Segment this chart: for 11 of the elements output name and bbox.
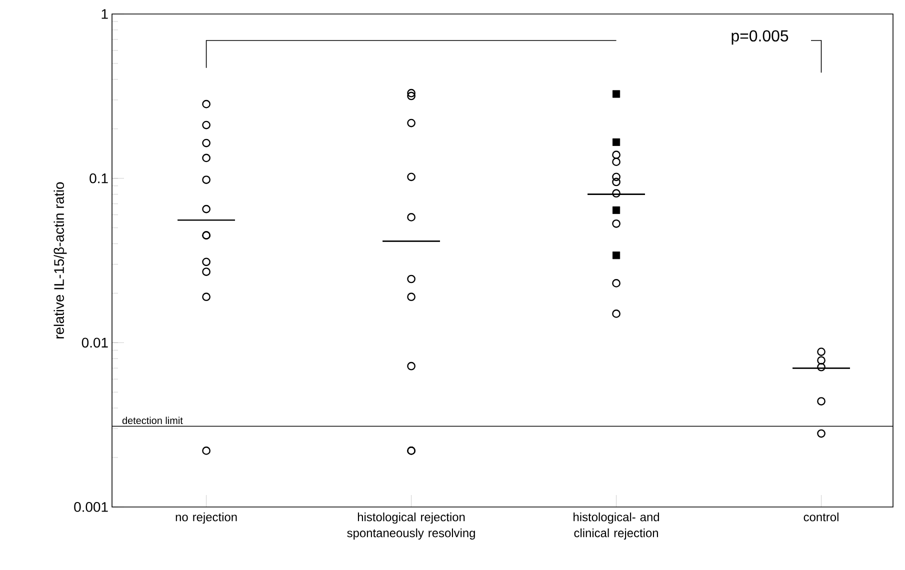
y-axis-title: relative IL-15/β-actin ratio: [54, 182, 67, 338]
y-tick-label: 0.01: [82, 338, 108, 348]
annotation: p=0.005: [732, 30, 788, 45]
ref-line-label: detection limit: [122, 416, 183, 424]
y-tick-label: 0.1: [90, 173, 108, 184]
y-tick-label: 1: [102, 9, 108, 19]
x-tick-label: histological- and clinical rejection: [574, 512, 660, 540]
x-tick-label: no rejection: [176, 512, 237, 524]
x-tick-label: histological rejection spontaneously resolving: [347, 512, 475, 540]
y-tick-label: 0.001: [74, 502, 108, 512]
x-tick-label: control: [804, 512, 838, 522]
